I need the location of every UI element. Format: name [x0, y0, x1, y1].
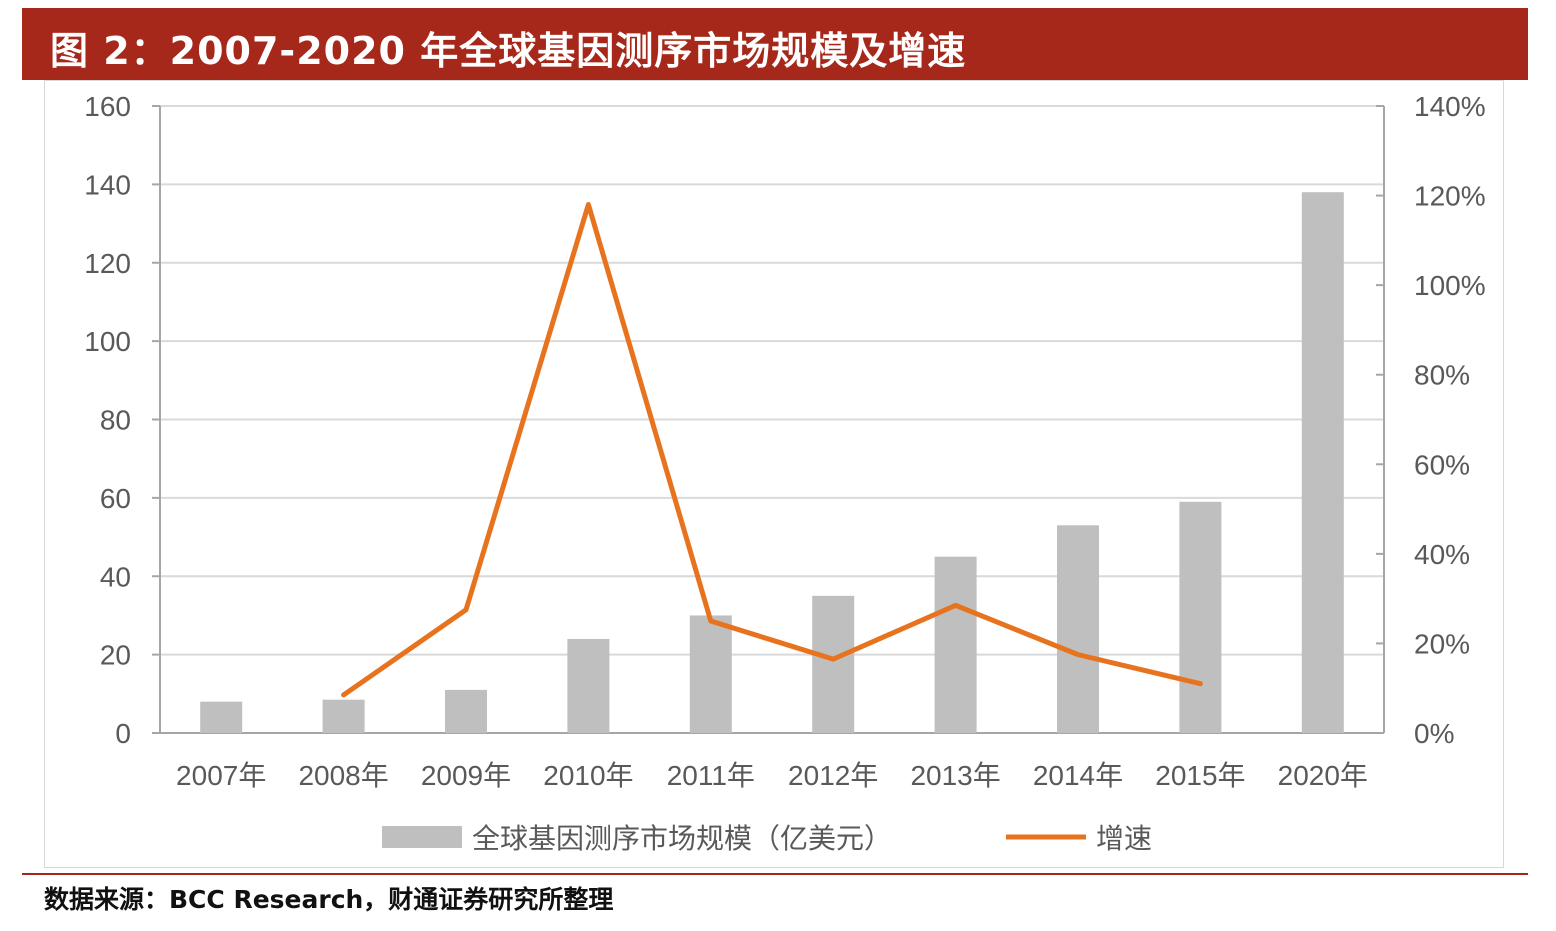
- bar: [934, 556, 977, 733]
- right-axis-tick-label: 0%: [1414, 718, 1454, 749]
- bar: [1179, 501, 1222, 733]
- source-note: 数据来源：BCC Research，财通证券研究所整理: [44, 885, 614, 914]
- right-axis-tick-label: 40%: [1414, 539, 1470, 570]
- bar: [1057, 525, 1099, 733]
- left-axis-tick-label: 0: [115, 718, 131, 749]
- bar: [1301, 192, 1344, 733]
- left-axis-tick-label: 60: [100, 483, 131, 514]
- figure-title-bar: 图 2：2007-2020 年全球基因测序市场规模及增速: [22, 8, 1528, 80]
- left-axis-tick-label: 160: [84, 91, 131, 122]
- bar: [445, 689, 487, 733]
- x-axis-tick-label: 2012年: [788, 760, 878, 791]
- bar: [200, 701, 243, 733]
- x-axis-tick-label: 2008年: [298, 760, 388, 791]
- figure-title: 图 2：2007-2020 年全球基因测序市场规模及增速: [50, 29, 967, 73]
- right-axis-tick-label: 20%: [1414, 628, 1470, 659]
- growth-line: [341, 202, 1203, 698]
- x-axis-tick-label: 2009年: [421, 760, 511, 791]
- right-axis-tick-label: 100%: [1414, 270, 1486, 301]
- bottom-rule: [22, 873, 1528, 875]
- bar-series: [200, 192, 1344, 733]
- x-axis-tick-label: 2010年: [543, 760, 633, 791]
- x-axis-tick-label: 2011年: [667, 760, 755, 791]
- legend: 全球基因测序市场规模（亿美元） 增速: [382, 822, 1152, 855]
- left-axis-tick-label: 100: [84, 326, 131, 357]
- left-axis-tick-label: 40: [100, 561, 131, 592]
- x-axis-tick-label: 2015年: [1155, 760, 1245, 791]
- bar: [689, 615, 732, 733]
- x-axis-tick-label: 2020年: [1278, 760, 1368, 791]
- tick-labels: 0 20 40 60 80 100 120 140 160 0% 20% 40% 60% 80% 100% 1…: [84, 91, 1485, 791]
- bar: [322, 699, 365, 733]
- right-axis-tick-label: 60%: [1414, 449, 1470, 480]
- right-axis-tick-label: 140%: [1414, 91, 1486, 122]
- right-axis-tick-label: 80%: [1414, 360, 1470, 391]
- x-axis-tick-label: 2013年: [910, 760, 1000, 791]
- x-axis-tick-label: 2014年: [1033, 760, 1123, 791]
- legend-line-label: 增速: [1096, 822, 1152, 855]
- right-axis-tick-label: 120%: [1414, 181, 1486, 212]
- left-axis-tick-label: 80: [100, 405, 131, 436]
- legend-bar-label: 全球基因测序市场规模（亿美元）: [472, 822, 892, 855]
- bar: [812, 595, 855, 733]
- left-axis-tick-label: 140: [84, 169, 131, 200]
- left-axis-tick-label: 20: [100, 640, 131, 671]
- x-axis-tick-label: 2007年: [176, 760, 266, 791]
- legend-bar-swatch: [382, 826, 462, 848]
- bar: [567, 638, 610, 733]
- line-series: [341, 202, 1203, 698]
- chart-frame: [44, 80, 1504, 868]
- left-axis-tick-label: 120: [84, 248, 131, 279]
